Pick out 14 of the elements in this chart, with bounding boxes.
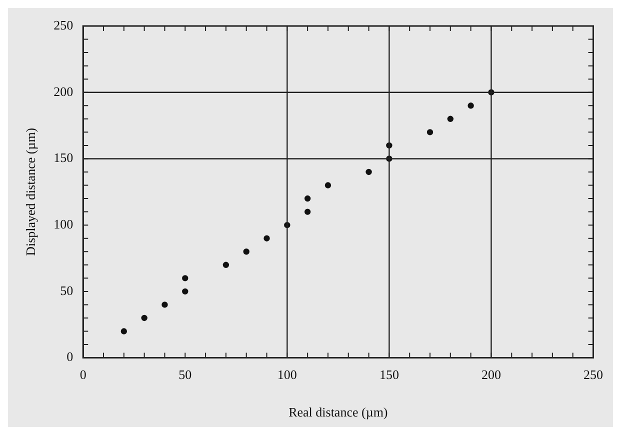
y-tick-label: 50	[60, 282, 74, 298]
x-tick-label: 50	[178, 367, 192, 382]
x-tick-label: 0	[80, 367, 86, 382]
x-tick-label: 100	[277, 367, 297, 382]
x-tick-label: 250	[584, 367, 603, 382]
x-axis-title: Real distance (µm)	[288, 404, 388, 420]
y-tick-label: 100	[54, 216, 74, 232]
y-tick-label: 250	[54, 17, 74, 32]
x-tick-label: 150	[379, 367, 399, 382]
y-tick-label: 150	[54, 150, 74, 166]
y-tick-label: 0	[66, 349, 74, 364]
x-tick-label: 200	[481, 367, 501, 382]
y-tick-label: 200	[54, 84, 74, 99]
y-axis-title: Displayed distance (µm)	[23, 128, 38, 256]
